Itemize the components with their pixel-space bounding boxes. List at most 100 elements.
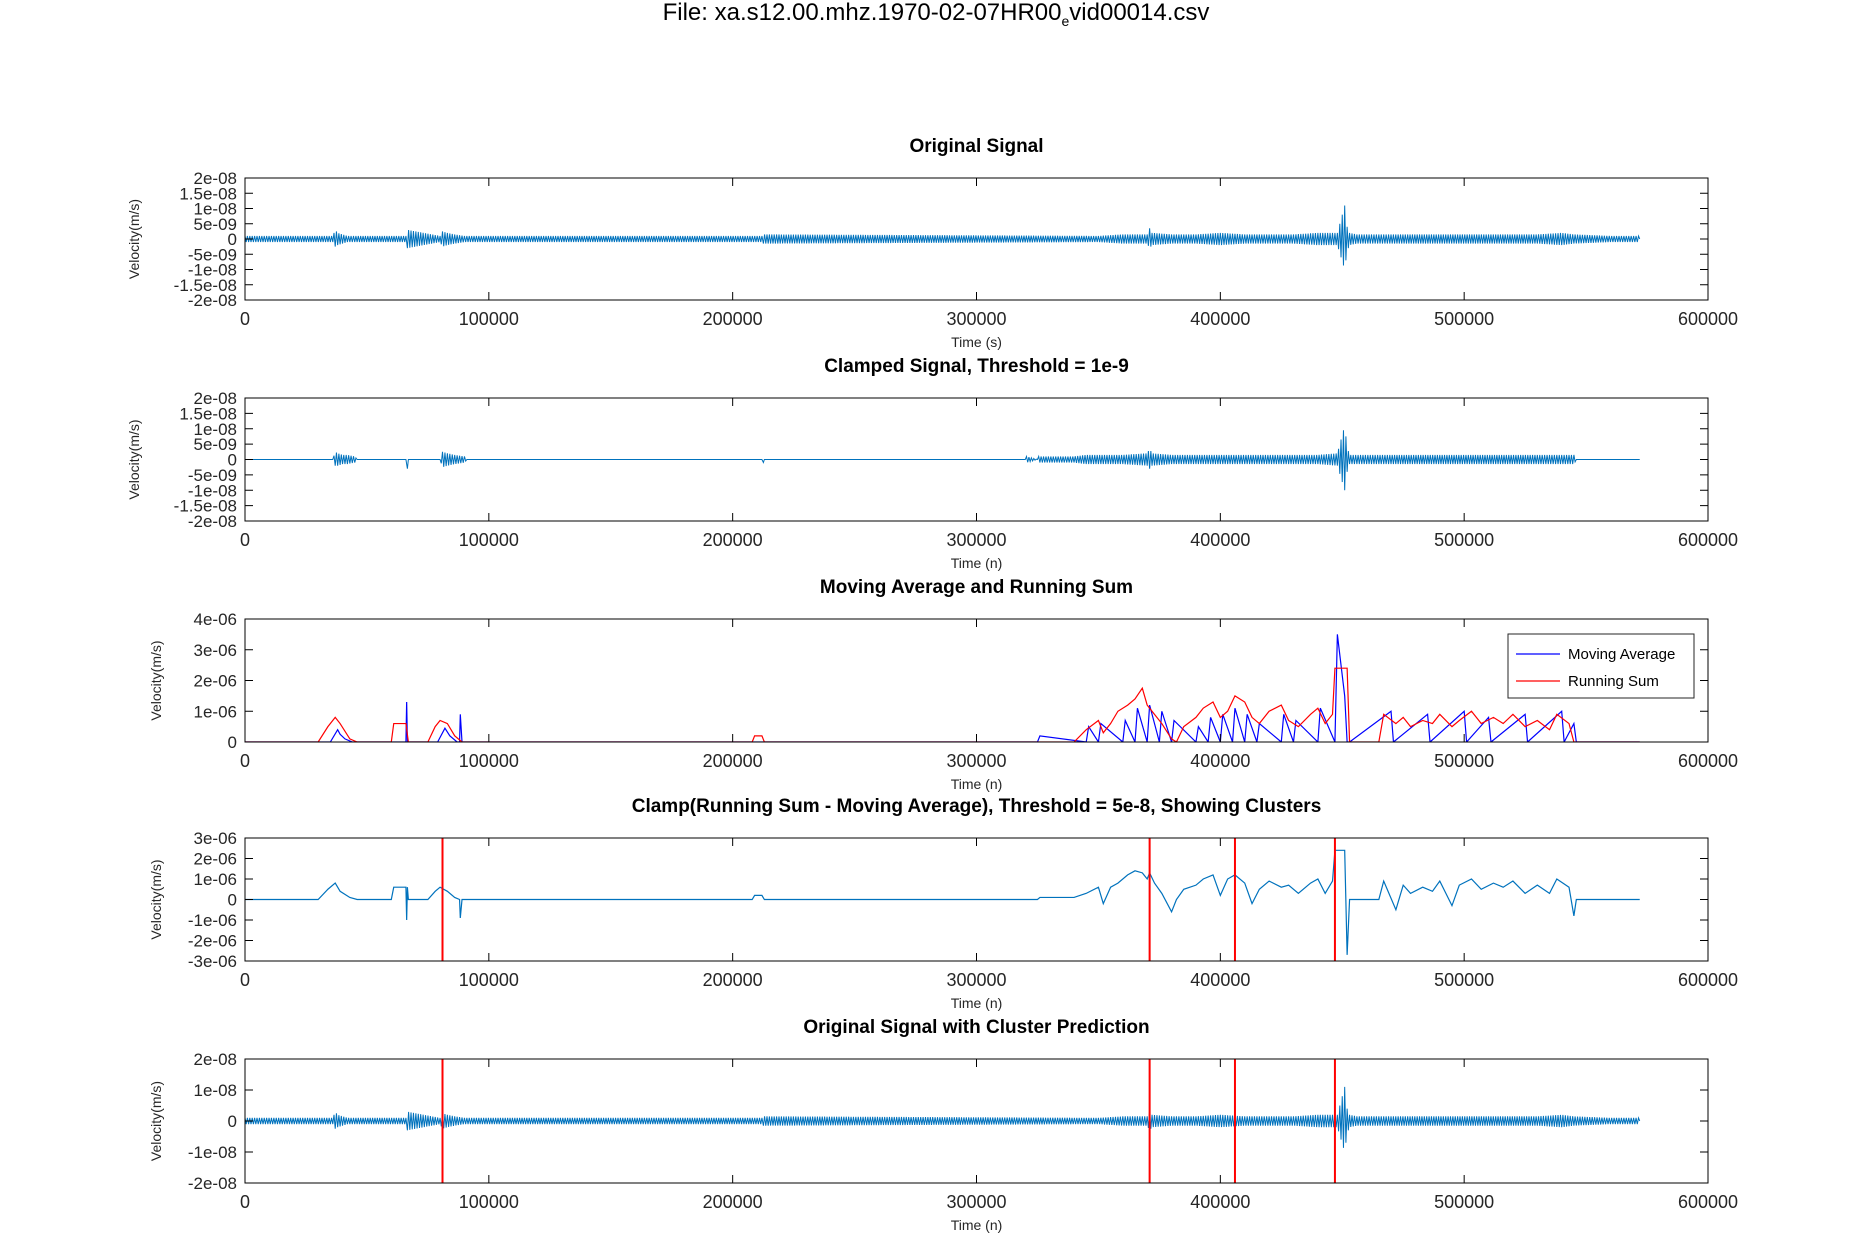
subplot-2: 0 100000 200000 300000 400000 500000 600000 2e-… bbox=[126, 356, 1738, 571]
y-tick-label: 1e-08 bbox=[194, 420, 237, 439]
x-tick-label: 400000 bbox=[1190, 970, 1250, 990]
legend: Moving Average Running Sum bbox=[1507, 633, 1695, 699]
y-tick-label: -5e-09 bbox=[188, 466, 237, 485]
subplot-3: 0 100000 200000 300000 400000 500000 600000 4e-… bbox=[148, 577, 1738, 792]
y-tick-label: 1e-08 bbox=[194, 200, 237, 219]
figure-title: File: xa.s12.00.mhz.1970-02-07HR00evid00… bbox=[0, 0, 1872, 34]
x-tick-label: 500000 bbox=[1434, 751, 1494, 771]
y-tick-label: 3e-06 bbox=[194, 829, 237, 848]
x-tick-label: 300000 bbox=[946, 309, 1006, 329]
y-tick-label: -1e-06 bbox=[188, 911, 237, 930]
y-tick-label: 0 bbox=[228, 451, 237, 470]
series-group bbox=[245, 634, 1640, 742]
x-tick-label: 300000 bbox=[946, 1192, 1006, 1212]
x-tick-label: 300000 bbox=[946, 751, 1006, 771]
y-axis-label: Velocity(m/s) bbox=[148, 859, 164, 939]
subplot-title: Original Signal with Cluster Prediction bbox=[803, 1017, 1149, 1038]
x-tick-label: 600000 bbox=[1678, 970, 1738, 990]
y-tick-label: -1e-08 bbox=[188, 1143, 237, 1162]
x-tick-label: 500000 bbox=[1434, 309, 1494, 329]
x-tick-label: 0 bbox=[240, 970, 250, 990]
y-tick-label: 4e-06 bbox=[194, 610, 237, 629]
y-tick-label: -2e-06 bbox=[188, 932, 237, 951]
figure-title-prefix: File: xa.s12.00.mhz.1970-02-07HR00 bbox=[662, 0, 1062, 26]
x-axis-label: Time (n) bbox=[951, 1217, 1003, 1233]
x-tick-label: 200000 bbox=[703, 751, 763, 771]
y-tick-label: 1e-06 bbox=[194, 702, 237, 721]
y-axis-label: Velocity(m/s) bbox=[148, 640, 164, 720]
figure-title-suffix: vid00014.csv bbox=[1069, 0, 1210, 26]
x-tick-label: 500000 bbox=[1434, 970, 1494, 990]
x-tick-label: 200000 bbox=[703, 309, 763, 329]
y-tick-label: -3e-06 bbox=[188, 952, 237, 971]
y-tick-label: 0 bbox=[228, 1112, 237, 1131]
series-group bbox=[245, 849, 1640, 955]
y-tick-label: 1.5e-08 bbox=[179, 184, 237, 203]
x-tick-label: 100000 bbox=[459, 751, 519, 771]
x-axis-label: Time (s) bbox=[951, 334, 1002, 350]
x-tick-label: 600000 bbox=[1678, 751, 1738, 771]
subplot-5: 0 100000 200000 300000 400000 500000 600000 2e-… bbox=[148, 1017, 1738, 1233]
series-group bbox=[245, 430, 1640, 491]
x-tick-label: 100000 bbox=[459, 1192, 519, 1212]
x-tick-label: 0 bbox=[240, 751, 250, 771]
series-signal-trace bbox=[245, 1086, 1641, 1148]
legend-box bbox=[1507, 633, 1695, 699]
x-tick-label: 100000 bbox=[459, 309, 519, 329]
x-tick-label: 600000 bbox=[1678, 530, 1738, 550]
y-tick-label: -2e-08 bbox=[188, 1174, 237, 1193]
y-tick-label: 0 bbox=[228, 733, 237, 752]
series-moving-average-line bbox=[245, 634, 1640, 742]
x-tick-label: 600000 bbox=[1678, 309, 1738, 329]
x-tick-label: 400000 bbox=[1190, 530, 1250, 550]
y-axis-label: Velocity(m/s) bbox=[148, 1081, 164, 1161]
x-tick-label: 500000 bbox=[1434, 1192, 1494, 1212]
y-tick-label: 0 bbox=[228, 230, 237, 249]
x-tick-label: 0 bbox=[240, 309, 250, 329]
y-axis-label: Velocity(m/s) bbox=[126, 419, 142, 499]
series-group bbox=[245, 1086, 1641, 1148]
figure-title-subscript: e bbox=[1061, 13, 1070, 29]
plot-background bbox=[245, 619, 1708, 742]
x-axis-label: Time (n) bbox=[951, 995, 1003, 1011]
subplot-title: Clamp(Running Sum - Moving Average), Thr… bbox=[632, 796, 1322, 817]
y-tick-label: 2e-06 bbox=[194, 850, 237, 869]
y-tick-label: 1.5e-08 bbox=[179, 404, 237, 423]
subplot-title: Original Signal bbox=[909, 136, 1043, 157]
y-tick-label: -1.5e-08 bbox=[174, 497, 237, 516]
y-tick-label: 2e-08 bbox=[194, 389, 237, 408]
y-tick-label: 1e-06 bbox=[194, 870, 237, 889]
y-axis-label: Velocity(m/s) bbox=[126, 199, 142, 279]
y-tick-label: 2e-06 bbox=[194, 672, 237, 691]
subplot-title: Clamped Signal, Threshold = 1e-9 bbox=[824, 356, 1129, 377]
y-tick-label: -1e-08 bbox=[188, 261, 237, 280]
y-tick-label: 2e-08 bbox=[194, 1050, 237, 1069]
x-tick-label: 500000 bbox=[1434, 530, 1494, 550]
series-signal-trace bbox=[245, 430, 1640, 491]
x-tick-label: 400000 bbox=[1190, 309, 1250, 329]
x-tick-label: 100000 bbox=[459, 970, 519, 990]
x-axis-label: Time (n) bbox=[951, 776, 1003, 792]
legend-label: Moving Average bbox=[1568, 646, 1675, 663]
subplot-4: 0 100000 200000 300000 400000 500000 600000 3e-… bbox=[148, 796, 1738, 1011]
y-tick-label: 1e-08 bbox=[194, 1081, 237, 1100]
x-axis-label: Time (n) bbox=[951, 555, 1003, 571]
legend-label: Running Sum bbox=[1568, 673, 1659, 690]
x-tick-label: 200000 bbox=[703, 970, 763, 990]
y-tick-label: 5e-09 bbox=[194, 215, 237, 234]
y-tick-label: -1e-08 bbox=[188, 481, 237, 500]
series-signal-trace bbox=[245, 205, 1641, 266]
series-group bbox=[245, 205, 1641, 266]
subplot-1: 0 100000 200000 300000 400000 500000 600000 2e-… bbox=[126, 136, 1738, 350]
series-signal-line bbox=[245, 849, 1640, 955]
y-tick-label: 5e-09 bbox=[194, 435, 237, 454]
y-tick-label: -2e-08 bbox=[188, 512, 237, 531]
x-tick-label: 0 bbox=[240, 530, 250, 550]
y-tick-label: -2e-08 bbox=[188, 291, 237, 310]
y-tick-label: 3e-06 bbox=[194, 641, 237, 660]
x-tick-label: 400000 bbox=[1190, 1192, 1250, 1212]
subplot-title: Moving Average and Running Sum bbox=[820, 577, 1133, 598]
x-tick-label: 200000 bbox=[703, 1192, 763, 1212]
